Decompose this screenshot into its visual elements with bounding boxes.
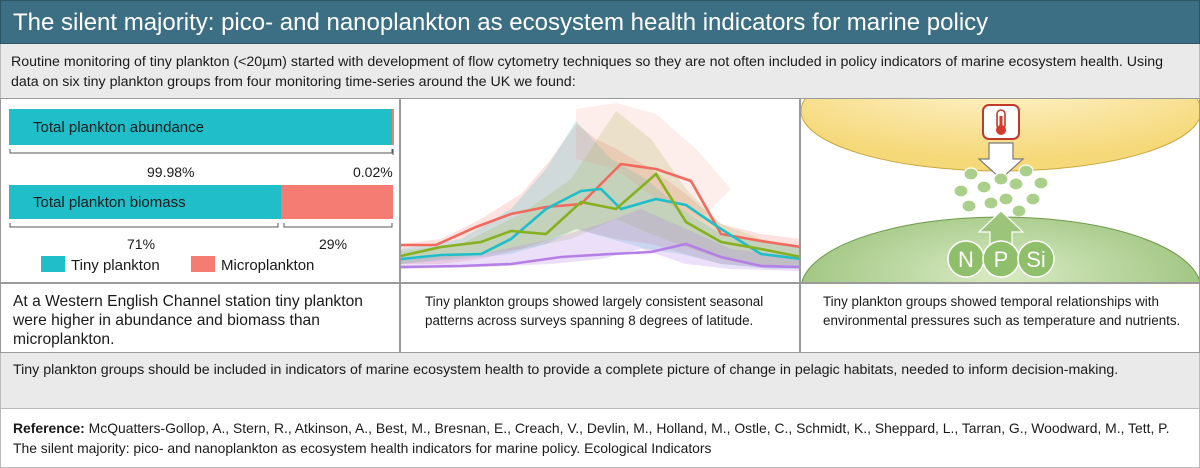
reference-label: Reference: xyxy=(13,420,85,436)
intro-text: Routine monitoring of tiny plankton (<20… xyxy=(0,44,1200,98)
envelope-cyan xyxy=(401,121,799,269)
biomass-bar-label: Total plankton biomass xyxy=(33,194,186,211)
biomass-micro-pct: 29% xyxy=(319,236,347,252)
legend-micro-swatch xyxy=(191,256,215,272)
abundance-micro-bar xyxy=(392,109,394,145)
biomass-tiny-pct: 71% xyxy=(127,236,155,252)
abundance-micro-pct: 0.02% xyxy=(353,164,393,180)
conclusion-text: Tiny plankton groups should be included … xyxy=(0,353,1200,408)
caption-seasonal: Tiny plankton groups showed largely cons… xyxy=(400,283,800,353)
abundance-biomass-graphic: Total plankton abundance 99.98% 0.02% To… xyxy=(9,109,394,274)
envelope-purple xyxy=(401,209,799,271)
legend-tiny-label: Tiny plankton xyxy=(71,257,160,274)
abundance-bar-label: Total plankton abundance xyxy=(33,119,204,136)
environmental-pressures-graphic: N P Si xyxy=(801,99,1199,282)
abundance-biomass-panel: Total plankton abundance 99.98% 0.02% To… xyxy=(0,98,400,283)
svg-text:N: N xyxy=(958,247,974,272)
legend-tiny-swatch xyxy=(41,256,65,272)
environmental-pressures-panel: N P Si xyxy=(800,98,1200,283)
plankton-cells-icon xyxy=(953,164,1049,218)
series-line-cyan xyxy=(401,187,799,261)
biomass-tiny-bracket xyxy=(9,223,279,228)
caption-abundance: At a Western English Channel station tin… xyxy=(0,283,400,353)
series-line-purple xyxy=(401,242,799,269)
legend-micro-label: Microplankton xyxy=(221,257,314,274)
caption-pressures: Tiny plankton groups showed temporal rel… xyxy=(800,283,1200,353)
reference-text: McQuatters-Gollop, A., Stern, R., Atkins… xyxy=(13,420,1170,456)
reference-block: Reference: McQuatters-Gollop, A., Stern,… xyxy=(0,408,1200,468)
series-line-red xyxy=(401,162,799,249)
series-line-green xyxy=(401,172,799,258)
abundance-tiny-pct: 99.98% xyxy=(147,164,194,180)
biomass-tiny-bar xyxy=(9,185,281,219)
page-title: The silent majority: pico- and nanoplank… xyxy=(0,0,1200,44)
abundance-bracket xyxy=(9,149,393,154)
biomass-micro-bracket xyxy=(283,223,393,228)
abundance-tiny-bar xyxy=(9,109,393,145)
seasonal-patterns-graphic xyxy=(401,103,799,271)
nutrient-n: N xyxy=(947,240,985,278)
seasonal-patterns-panel xyxy=(400,98,800,283)
biomass-micro-bar xyxy=(281,185,393,219)
nutrient-p: P xyxy=(982,240,1020,278)
envelope-red xyxy=(401,124,799,267)
arrow-down-icon xyxy=(977,142,1025,180)
nutrient-si: Si xyxy=(1017,240,1055,278)
svg-text:P: P xyxy=(994,247,1009,272)
svg-text:Si: Si xyxy=(1026,247,1046,272)
thermometer-icon xyxy=(982,104,1020,140)
